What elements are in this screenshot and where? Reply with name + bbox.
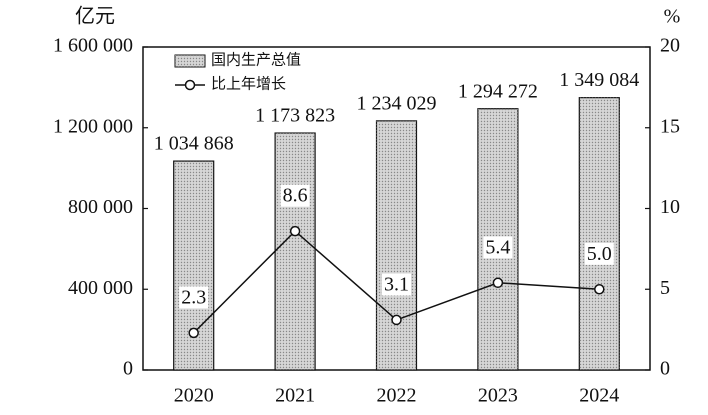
- x-tick-label: 2020: [174, 385, 214, 407]
- x-tick-label: 2022: [377, 385, 417, 407]
- label-background: [483, 236, 513, 259]
- growth-point: [391, 314, 402, 326]
- legend-label: 比上年增长: [211, 75, 286, 92]
- growth-point: [289, 225, 301, 237]
- y-tick-label: 1 200 000: [53, 115, 133, 137]
- x-tick-label: 2023: [478, 385, 518, 407]
- bar-value-label: 1 349 084: [559, 69, 639, 91]
- bar-value-label: 1 173 823: [255, 105, 335, 127]
- bar: [578, 97, 620, 371]
- bar-value-label: 1 234 029: [357, 92, 437, 114]
- growth-point: [594, 284, 605, 295]
- growth-point: [188, 327, 199, 339]
- legend-label: 国内生产总值: [211, 51, 301, 68]
- label-background: [280, 184, 310, 207]
- y-tick-label: 1 600 000: [53, 35, 133, 57]
- y-tick-label: 800 000: [68, 196, 133, 218]
- bar-value-label: 1 034 868: [154, 133, 234, 155]
- legend-swatch-texture: [175, 55, 205, 67]
- growth-value-label: 5.4: [485, 236, 510, 258]
- y-axis-title: 亿元: [75, 5, 115, 28]
- y2-tick-label: 10: [660, 196, 680, 218]
- y-tick-label: 400 000: [68, 277, 133, 299]
- y2-tick-label: 0: [660, 358, 670, 380]
- bar: [274, 132, 316, 371]
- growth-value-label: 3.1: [384, 274, 409, 296]
- y-tick-label: 0: [123, 358, 133, 380]
- bar-value-label: 1 294 272: [458, 80, 538, 102]
- x-tick-label: 2024: [579, 385, 619, 407]
- y2-tick-label: 20: [660, 35, 680, 57]
- growth-value-label: 8.6: [283, 185, 308, 207]
- label-background: [382, 273, 411, 296]
- growth-value-label: 5.0: [587, 243, 612, 265]
- bar: [173, 160, 215, 371]
- legend-marker: [184, 79, 196, 91]
- y2-tick-label: 15: [660, 115, 680, 137]
- y2-axis-title: %: [664, 6, 681, 28]
- label-background: [584, 242, 614, 265]
- x-tick-label: 2021: [275, 385, 315, 407]
- growth-point: [492, 277, 504, 289]
- y2-tick-label: 5: [660, 277, 670, 299]
- growth-value-label: 2.3: [181, 286, 206, 308]
- bar: [375, 120, 418, 371]
- label-background: [179, 286, 209, 309]
